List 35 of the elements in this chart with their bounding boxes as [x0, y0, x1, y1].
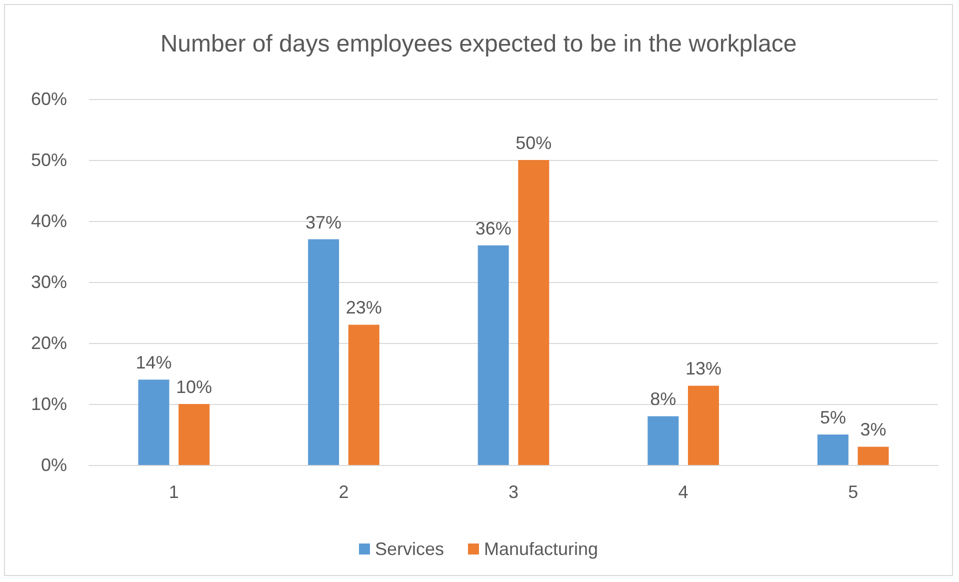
- bar: [178, 404, 210, 465]
- y-tick-label: 30%: [30, 272, 67, 292]
- bar: [308, 239, 340, 465]
- data-label: 36%: [475, 218, 512, 238]
- data-label: 10%: [176, 377, 212, 397]
- legend-label: Services: [374, 539, 444, 559]
- x-tick-label: 4: [678, 482, 688, 502]
- y-tick-label: 50%: [30, 150, 67, 170]
- legend-label: Manufacturing: [484, 539, 598, 559]
- x-tick-label: 5: [848, 482, 858, 502]
- bar: [138, 380, 170, 465]
- x-tick-label: 2: [338, 482, 349, 502]
- bar: [348, 324, 380, 465]
- chart-title: Number of days employees expected to be in the workplace: [160, 30, 797, 58]
- bar: [688, 386, 719, 465]
- data-label: 3%: [860, 420, 886, 440]
- data-label: 14%: [136, 352, 172, 373]
- y-tick-label: 60%: [30, 89, 67, 109]
- data-label: 37%: [306, 212, 342, 232]
- data-label: 13%: [685, 358, 722, 379]
- bar: [648, 416, 679, 465]
- x-tick-label: 1: [168, 482, 179, 502]
- data-label: 50%: [516, 133, 552, 153]
- y-tick-label: 10%: [30, 394, 67, 414]
- x-tick-label: 3: [508, 482, 519, 502]
- bar: [858, 446, 889, 465]
- data-label: 5%: [820, 408, 846, 428]
- y-tick-label: 0%: [40, 455, 67, 475]
- data-label: 8%: [650, 389, 676, 410]
- bar: [478, 245, 509, 465]
- bar: [518, 160, 550, 465]
- data-label: 23%: [346, 298, 382, 318]
- y-tick-label: 20%: [30, 333, 67, 353]
- bar: [817, 434, 848, 465]
- y-tick-label: 40%: [30, 211, 67, 231]
